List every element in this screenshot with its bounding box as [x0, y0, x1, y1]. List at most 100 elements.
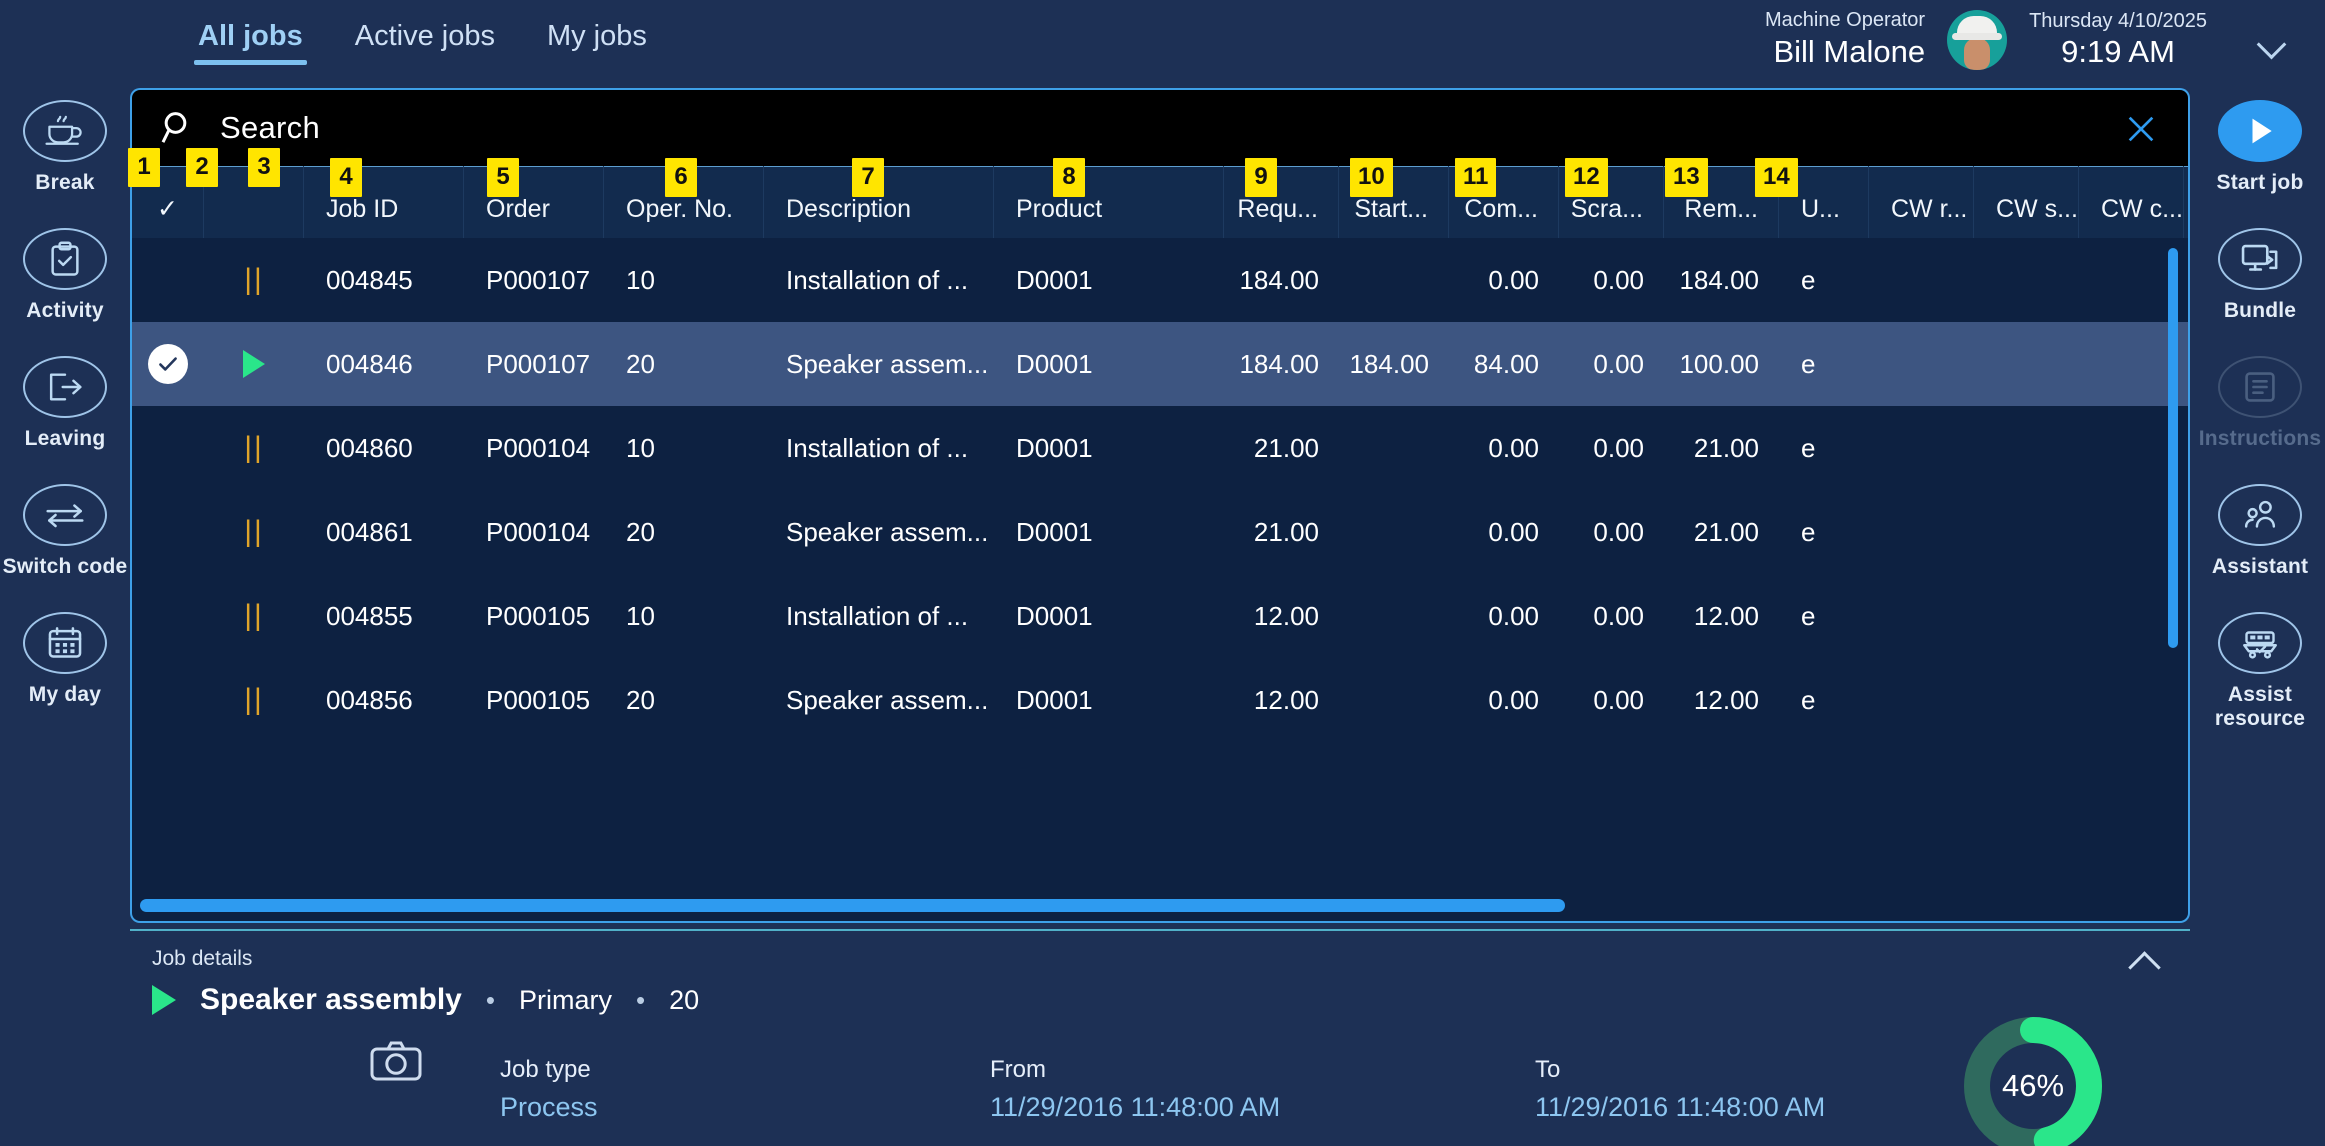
cell-com: 0.00	[1488, 684, 1539, 715]
cell-desc: Speaker assem...	[786, 348, 989, 379]
tab-all-jobs[interactable]: All jobs	[172, 14, 329, 65]
cell-com: 0.00	[1488, 516, 1539, 547]
rail-item-start-job[interactable]: Start job	[2195, 100, 2325, 195]
assistant-people-icon	[2218, 484, 2302, 546]
column-header-com[interactable]: Com...	[1449, 166, 1559, 238]
row-select-checkbox[interactable]	[132, 238, 204, 322]
table-row[interactable]: || 004856 P000105 20 Speaker assem... D0001 12…	[132, 658, 2188, 742]
table-body: || 004845 P000107 10 Installation of ... D000…	[132, 238, 2188, 742]
rail-item-assistant[interactable]: Assistant	[2195, 484, 2325, 579]
column-header-oper[interactable]: Oper. No.	[604, 166, 764, 238]
cell-cw	[2184, 406, 2188, 490]
horizontal-scrollbar-track[interactable]	[130, 891, 2190, 923]
rail-item-label: Start job	[2216, 171, 2304, 194]
row-select-checkbox[interactable]	[132, 322, 204, 406]
column-header-cwr[interactable]: CW r...	[1869, 166, 1974, 238]
column-header-start[interactable]: Start...	[1339, 166, 1449, 238]
row-select-checkbox[interactable]	[132, 574, 204, 658]
chevron-up-icon[interactable]	[2128, 945, 2162, 979]
row-select-checkbox[interactable]	[132, 658, 204, 742]
cell-unit: e	[1801, 432, 1816, 463]
rail-item-label: Leaving	[24, 427, 106, 450]
status-paused-icon[interactable]: ||	[204, 406, 304, 490]
table-row[interactable]: || 004860 P000104 10 Installation of ... D000…	[132, 406, 2188, 490]
column-header-jobid[interactable]: Job ID	[304, 166, 464, 238]
row-select-checkbox[interactable]	[132, 406, 204, 490]
cell-requ: 12.00	[1253, 600, 1319, 631]
camera-icon[interactable]	[368, 1037, 424, 1085]
annotation-badge-5: 5	[487, 158, 519, 197]
cell-product: D0001	[1016, 684, 1093, 715]
column-header-product[interactable]: Product	[994, 166, 1224, 238]
progress-percent: 46%	[2001, 1068, 2065, 1103]
table-row[interactable]: || 004861 P000104 20 Speaker assem... D0001 21…	[132, 490, 2188, 574]
rail-item-switch-code[interactable]: Switch code	[0, 484, 130, 579]
annotation-badge-4: 4	[330, 158, 362, 197]
play-icon	[243, 350, 265, 378]
cell-product: D0001	[1016, 516, 1093, 547]
vertical-scrollbar[interactable]	[2168, 248, 2178, 648]
rail-item-break[interactable]: Break	[0, 100, 130, 195]
search-bar[interactable]: Search	[130, 88, 2190, 166]
current-time: 9:19 AM	[2061, 34, 2175, 70]
tab-my-jobs[interactable]: My jobs	[521, 14, 673, 65]
column-header-cwc[interactable]: CW c...	[2079, 166, 2184, 238]
avatar-hardhat	[1957, 15, 1998, 36]
column-header-requ[interactable]: Requ...	[1224, 166, 1339, 238]
cell-com: 0.00	[1488, 264, 1539, 295]
play-icon	[2218, 100, 2302, 162]
row-select-checkbox[interactable]	[132, 490, 204, 574]
search-input[interactable]: Search	[220, 110, 321, 145]
avatar[interactable]	[1947, 9, 2008, 70]
column-header-cws[interactable]: CW s...	[1974, 166, 2079, 238]
cell-scra: 0.00	[1593, 600, 1644, 631]
cell-jobid: 004845	[326, 264, 413, 295]
status-paused-icon[interactable]: ||	[204, 490, 304, 574]
cell-product: D0001	[1016, 600, 1093, 631]
column-header-rem[interactable]: Rem...	[1664, 166, 1779, 238]
separator-dot-2: •	[635, 984, 646, 1015]
cell-order: P000107	[486, 348, 591, 379]
table-row[interactable]: 004846 P000107 20 Speaker assem... D0001 184.…	[132, 322, 2188, 406]
assist-resource-icon	[2218, 612, 2302, 674]
annotation-badge-14: 14	[1755, 158, 1798, 197]
cell-start: 184.00	[1349, 348, 1429, 379]
horizontal-scrollbar-thumb[interactable]	[140, 899, 1565, 912]
detail-label: From	[990, 1056, 1046, 1083]
status-running-icon[interactable]	[204, 322, 304, 406]
rail-item-bundle[interactable]: Bundle	[2195, 228, 2325, 323]
rail-item-leaving[interactable]: Leaving	[0, 356, 130, 451]
detail-from: From 11/29/2016 11:48:00 AM	[990, 1053, 1535, 1126]
user-block[interactable]: Machine Operator Bill Malone Thursday 4/…	[1765, 8, 2207, 72]
column-header-unit[interactable]: U...	[1779, 166, 1869, 238]
annotation-badge-13: 13	[1665, 158, 1708, 197]
table-row[interactable]: || 004845 P000107 10 Installation of ... D000…	[132, 238, 2188, 322]
column-header-order[interactable]: Order	[464, 166, 604, 238]
status-paused-icon[interactable]: ||	[204, 658, 304, 742]
status-paused-icon[interactable]: ||	[204, 238, 304, 322]
column-header-check[interactable]: ✓	[132, 166, 204, 238]
job-name: Speaker assembly	[200, 983, 462, 1016]
detail-label: Product	[500, 1142, 990, 1146]
tab-active-jobs[interactable]: Active jobs	[329, 14, 521, 65]
cell-com: 0.00	[1488, 600, 1539, 631]
status-paused-icon[interactable]: ||	[204, 574, 304, 658]
cell-unit: e	[1801, 516, 1816, 547]
cell-cwr	[1869, 490, 1974, 574]
cell-cw	[2184, 574, 2188, 658]
rail-item-assist-resource[interactable]: Assist resource	[2195, 612, 2325, 730]
top-bar: All jobs Active jobs My jobs Machine Ope…	[0, 0, 2325, 88]
right-sidebar: Start job Bundle Instructions Assistant Assi…	[2195, 88, 2325, 1146]
column-header-scra[interactable]: Scra...	[1559, 166, 1664, 238]
annotation-badge-8: 8	[1053, 158, 1085, 197]
cell-jobid: 004846	[326, 348, 413, 379]
column-header-cw[interactable]: CW	[2184, 166, 2188, 238]
chevron-down-icon[interactable]	[2257, 30, 2287, 60]
table-row[interactable]: || 004855 P000105 10 Installation of ... D000…	[132, 574, 2188, 658]
close-icon[interactable]	[2124, 112, 2158, 146]
rail-item-my-day[interactable]: My day	[0, 612, 130, 707]
column-header-status[interactable]	[204, 166, 304, 238]
column-header-desc[interactable]: Description	[764, 166, 994, 238]
rail-item-label: Break	[35, 171, 95, 194]
rail-item-activity[interactable]: Activity	[0, 228, 130, 323]
